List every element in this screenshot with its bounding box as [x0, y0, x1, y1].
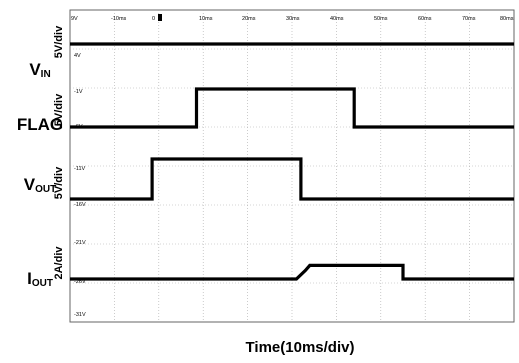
scale-vout: 5V/div [53, 166, 65, 199]
x-tick-labels: 9V -10ms 0 10ms 20ms 30ms 40ms 50ms 60ms 70ms 80ms [71, 14, 514, 22]
x-tick-label: 80ms [500, 16, 514, 22]
trigger-marker [158, 14, 162, 21]
traces [70, 42, 514, 281]
label-iout: IOUT [27, 269, 53, 289]
x-tick-label: 20ms [242, 16, 256, 22]
label-vin: VIN [29, 60, 50, 80]
x-tick-label: 10ms [199, 16, 213, 22]
x-tick-label: 50ms [374, 16, 388, 22]
label-flag: FLAG [17, 115, 63, 134]
grid [69, 9, 515, 323]
x-tick-label: 0 [152, 16, 155, 22]
level-label: 4V [74, 53, 81, 59]
x-tick-label: 9V [71, 16, 78, 22]
trace-flag [70, 87, 514, 129]
level-label: -31V [74, 312, 86, 318]
scale-flag: 5V/div [53, 93, 65, 126]
level-label: -16V [74, 202, 86, 208]
x-tick-label: 60ms [418, 16, 432, 22]
level-label: -21V [74, 240, 86, 246]
x-tick-label: 40ms [330, 16, 344, 22]
x-axis-label: Time(10ms/div) [246, 339, 355, 356]
scale-vin: 5V/div [53, 25, 65, 58]
x-tick-label: 30ms [286, 16, 300, 22]
x-tick-label: 70ms [462, 16, 476, 22]
level-label: -26V [74, 279, 86, 285]
trace-iout [70, 263, 514, 281]
x-tick-label: -10ms [111, 16, 127, 22]
scale-iout: 2A/div [53, 246, 65, 280]
level-label: -1V [74, 89, 83, 95]
trace-vout [70, 157, 514, 201]
level-label: -11V [74, 166, 86, 172]
label-vout: VOUT [24, 175, 56, 195]
